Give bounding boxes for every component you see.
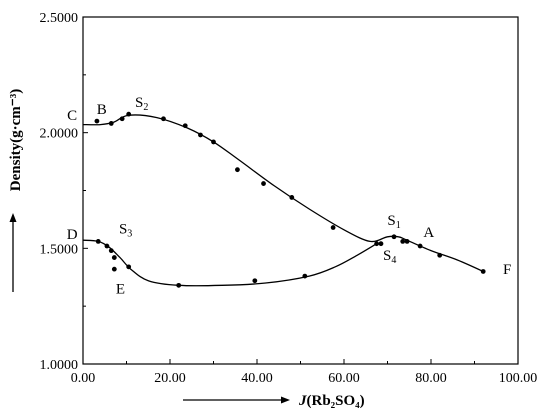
series-2-point — [176, 282, 182, 288]
series-1-point — [126, 111, 132, 117]
x-tick-label: 20.00 — [154, 371, 186, 386]
x-tick-label: 80.00 — [415, 371, 447, 386]
series-1-point — [289, 195, 295, 200]
series-2-point — [111, 255, 117, 260]
series-1-point — [119, 116, 125, 122]
data-points — [94, 111, 486, 288]
series-1-point — [182, 123, 188, 129]
series-1-point — [400, 238, 406, 244]
label-b: B — [97, 102, 107, 118]
series-2-point — [104, 243, 110, 249]
series-2-curve — [82, 239, 377, 287]
series-1-point — [437, 252, 443, 258]
plot-frame — [82, 16, 519, 365]
series-1-point — [235, 167, 240, 173]
label-s2: S2 — [135, 95, 148, 113]
label-s1: S1 — [387, 213, 400, 231]
series-2-point — [302, 273, 308, 279]
series-1-curve — [82, 114, 484, 273]
y-tick-label: 2.5000 — [40, 11, 79, 26]
label-e: E — [116, 281, 125, 297]
series-1-point — [404, 238, 410, 244]
x-axis-arrow-head — [281, 396, 290, 404]
series-1-point — [211, 139, 216, 145]
label-a: A — [423, 225, 434, 241]
x-tick-label: 0.00 — [71, 371, 96, 386]
label-c: C — [67, 108, 77, 124]
series-1-point — [161, 116, 166, 122]
series-1-point — [391, 234, 397, 240]
x-axis-title: J(Rb₂SO₄) — [298, 393, 365, 409]
x-tick-label: 100.00 — [499, 371, 538, 386]
x-axis-title-compound: (Rb₂SO₄) — [307, 393, 365, 409]
x-tick-label: 60.00 — [328, 371, 360, 386]
y-tick-label: 1.5000 — [40, 242, 79, 257]
y-tick-label: 2.0000 — [40, 127, 79, 142]
series-2-point — [374, 241, 380, 247]
label-s3: S3 — [119, 221, 132, 239]
series-2-point — [95, 238, 101, 244]
label-d: D — [67, 227, 78, 243]
series-1-point — [417, 243, 423, 249]
series-1-point — [198, 132, 203, 138]
axes: 0.00 20.00 40.00 60.00 80.00 100.00 1.0000 1.50… — [40, 11, 538, 386]
y-axis-title: Density(g·cm⁻³) — [8, 89, 24, 191]
series-1-point — [261, 181, 266, 186]
label-f: F — [503, 262, 511, 278]
series-2-point — [108, 248, 114, 254]
y-tick-label: 1.0000 — [40, 358, 79, 373]
series-1-point — [480, 269, 486, 274]
point-labels: B S2 C D S3 E S1 S4 A F — [67, 95, 512, 297]
series-1-point — [378, 241, 384, 247]
series-2-point — [111, 266, 117, 272]
y-axis-arrow-head — [9, 213, 17, 222]
series-2-point — [252, 278, 258, 284]
x-tick-label: 40.00 — [241, 371, 273, 386]
series-1-point — [330, 225, 336, 230]
label-s4: S4 — [383, 248, 396, 266]
series-1-point — [108, 121, 114, 126]
x-axis-title-variable: J — [298, 393, 307, 409]
series-1-point — [94, 118, 100, 124]
series-2-point — [126, 264, 132, 270]
curves — [82, 114, 484, 287]
